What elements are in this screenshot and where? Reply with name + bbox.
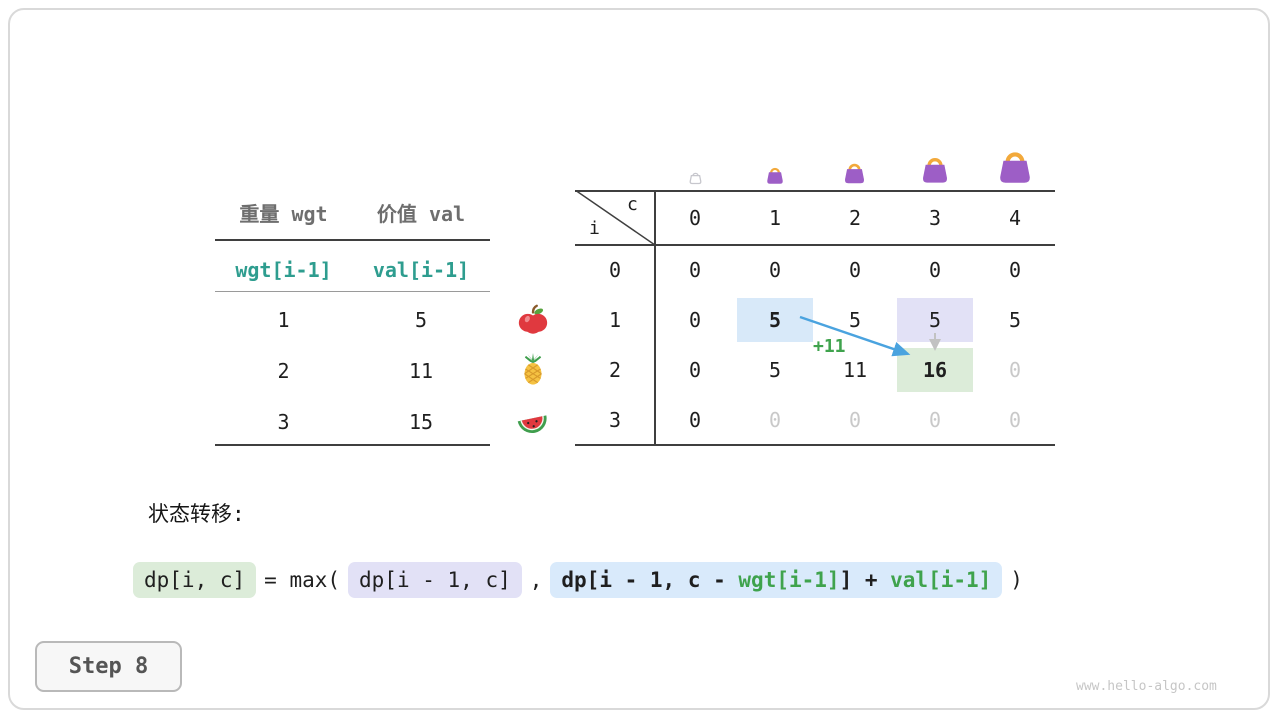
items-bottom-rule bbox=[215, 444, 490, 446]
items-subheader-val: val[i-1] bbox=[372, 258, 470, 282]
dp-cell-r1c4: 5 bbox=[1008, 308, 1022, 332]
dp-row-header: 1 bbox=[608, 308, 622, 332]
formula-arg2-infix: ] + bbox=[839, 568, 891, 592]
bag-icon-capacity-2 bbox=[841, 159, 868, 186]
item-row-1-wgt: 1 bbox=[277, 308, 290, 332]
dp-col-headers: 0 1 2 3 4 bbox=[655, 190, 1055, 245]
dp-cell-r3c4: 0 bbox=[1008, 408, 1022, 432]
bag-icon-capacity-1 bbox=[764, 164, 786, 186]
formula-arg2-wgt: wgt[i-1] bbox=[738, 568, 840, 592]
formula-close-paren: ) bbox=[1010, 568, 1023, 592]
item-row-2-val: 11 bbox=[408, 359, 434, 383]
pineapple-icon bbox=[516, 352, 550, 386]
dp-col-header: 0 bbox=[688, 205, 702, 230]
formula-arg2-val: val[i-1] bbox=[890, 568, 992, 592]
watermark: www.hello-algo.com bbox=[1076, 679, 1217, 694]
dp-cell-r3c0: 0 bbox=[688, 408, 702, 432]
formula-arg1-chip: dp[i - 1, c] bbox=[348, 562, 522, 598]
dp-cell-r0c3: 0 bbox=[928, 258, 942, 282]
dp-cell-r3c1: 0 bbox=[768, 408, 782, 432]
dp-header-rule bbox=[575, 244, 1055, 246]
dp-row-header: 3 bbox=[608, 408, 622, 432]
dp-col-header: 2 bbox=[848, 205, 862, 230]
items-header-value: 价值 val bbox=[376, 201, 466, 226]
state-transition-formula: dp[i, c] = max( dp[i - 1, c] , dp[i - 1,… bbox=[133, 562, 1023, 598]
dp-cell-r0c4: 0 bbox=[1008, 258, 1022, 282]
dp-row-headers: 0 1 2 3 bbox=[575, 245, 655, 445]
formula-equals-max: = max( bbox=[264, 568, 341, 592]
items-header-weight: 重量 wgt bbox=[239, 201, 328, 226]
dp-cell-r0c1: 0 bbox=[768, 258, 782, 282]
item-row-1-val: 5 bbox=[414, 308, 428, 332]
dp-cell-r0c0: 0 bbox=[688, 258, 702, 282]
formula-lhs-chip: dp[i, c] bbox=[133, 562, 257, 598]
items-subheader-rule bbox=[215, 291, 490, 292]
dp-corner-row-var: i bbox=[589, 218, 600, 239]
bag-icon-capacity-3 bbox=[918, 152, 952, 186]
dp-cell-r2c2: 11 bbox=[842, 358, 868, 382]
dp-corner-col-var: c bbox=[627, 194, 638, 215]
dp-cell-r3c2: 0 bbox=[848, 408, 862, 432]
item-row-2-wgt: 2 bbox=[277, 359, 290, 383]
dp-cell-r1c0: 0 bbox=[688, 308, 702, 332]
formula-comma: , bbox=[529, 568, 543, 592]
bag-icon-capacity-0 bbox=[688, 170, 703, 185]
dp-top-rule bbox=[575, 190, 1055, 192]
dp-col-header: 1 bbox=[768, 205, 782, 230]
dp-cell-r2c0: 0 bbox=[688, 358, 702, 382]
dp-row-header: 2 bbox=[608, 358, 622, 382]
items-header-rule bbox=[215, 239, 490, 241]
state-transition-label: 状态转移: bbox=[148, 502, 245, 526]
dp-cell-r2c3-target-highlight: 16 bbox=[895, 345, 975, 395]
bag-icon-capacity-4 bbox=[994, 145, 1036, 187]
dp-row-header: 0 bbox=[608, 258, 622, 282]
item-row-3-val: 15 bbox=[408, 410, 434, 434]
dp-col-header: 4 bbox=[1008, 205, 1022, 230]
dp-cell-r1c3-inherit-highlight: 5 bbox=[895, 295, 975, 345]
apple-icon bbox=[516, 303, 550, 337]
item-row-3-wgt: 3 bbox=[277, 410, 290, 434]
dp-cell-r2c4: 0 bbox=[1008, 358, 1022, 382]
arrow-value-label: +11 bbox=[813, 336, 846, 357]
formula-arg2-chip: dp[i - 1, c - wgt[i-1]] + val[i-1] bbox=[550, 562, 1003, 598]
dp-cell-r0c2: 0 bbox=[848, 258, 862, 282]
dp-cell-r2c1: 5 bbox=[768, 358, 782, 382]
formula-arg2-prefix: dp[i - 1, c - bbox=[561, 568, 739, 592]
dp-vertical-rule bbox=[654, 190, 656, 446]
step-badge: Step 8 bbox=[35, 641, 182, 692]
dp-cell-grid: 0 0 0 0 0 0 5 5 5 5 0 5 11 16 0 0 0 0 0 … bbox=[655, 245, 1055, 445]
dp-cell-r1c1-source-highlight: 5 bbox=[735, 295, 815, 345]
dp-col-header: 3 bbox=[928, 205, 942, 230]
watermelon-icon bbox=[516, 406, 550, 440]
items-subheader-wgt: wgt[i-1] bbox=[235, 258, 332, 282]
dp-bottom-rule bbox=[575, 444, 1055, 446]
dp-corner-cell: c i bbox=[575, 190, 655, 245]
dp-cell-r3c3: 0 bbox=[928, 408, 942, 432]
